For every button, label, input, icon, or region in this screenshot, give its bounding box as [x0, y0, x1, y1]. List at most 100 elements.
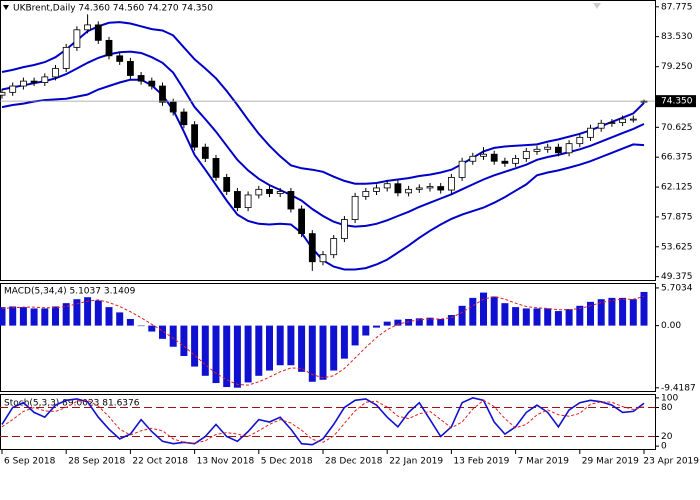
x-tick-label: 7 Mar 2019 [518, 457, 570, 467]
x-tick-label: 13 Feb 2019 [453, 457, 509, 467]
last-price-label: 74.350 [661, 97, 693, 107]
candle-body [555, 146, 562, 154]
candle-body [266, 188, 273, 194]
candle-body [629, 118, 637, 121]
candle-body [9, 85, 17, 93]
x-tick-label: 5 Dec 2018 [261, 457, 313, 467]
macd-bar [383, 321, 391, 326]
macd-bar [587, 301, 594, 326]
macd-bar [105, 307, 113, 326]
macd-bar [287, 325, 295, 366]
y-tick-label: 80 [661, 403, 673, 413]
candle-body [608, 122, 616, 124]
candle-body [276, 191, 284, 194]
candle-body [373, 187, 380, 192]
y-tick-label: 5.7034 [661, 283, 693, 293]
y-tick-label: 62.125 [661, 183, 693, 193]
x-tick-label: 28 Dec 2018 [325, 457, 383, 467]
macd-bar [619, 297, 627, 326]
candle-body [137, 75, 145, 82]
macd-bar [640, 291, 648, 326]
macd-bar [469, 297, 477, 326]
candle-body [52, 68, 59, 78]
macd-bar [512, 307, 520, 326]
candle-body [62, 46, 70, 69]
corner-icon [593, 3, 601, 9]
candle-body [84, 24, 91, 31]
price-title: UKBrent,Daily 74.360 74.560 74.270 74.35… [13, 4, 213, 14]
candle-body [415, 187, 423, 190]
candle-body [41, 76, 49, 83]
macd-bar [116, 312, 124, 326]
candle-body [169, 101, 177, 113]
macd-bar [597, 299, 605, 326]
x-tick-label: 28 Sep 2018 [68, 457, 125, 467]
candle-body [405, 188, 413, 194]
candle-body [597, 122, 605, 129]
macd-bar [629, 299, 637, 326]
macd-bar [94, 300, 102, 326]
bollinger-band [1, 21, 645, 185]
y-tick-label: 49.375 [661, 272, 693, 282]
macd-bar [266, 325, 273, 371]
candle-body [0, 91, 6, 96]
x-tick-label: 23 Apr 2019 [643, 457, 699, 467]
macd-signal [1, 295, 645, 386]
macd-bar [501, 303, 509, 326]
macd-bar [447, 315, 455, 326]
y-tick-label: 66.375 [661, 153, 693, 163]
macd-bar [126, 319, 134, 326]
x-tick-label: 22 Oct 2018 [132, 457, 188, 467]
candle-body [191, 124, 199, 148]
candle-body [362, 191, 370, 197]
macd-bar [544, 308, 552, 326]
macd-bar [41, 308, 49, 326]
macd-bar [137, 325, 145, 327]
symbol-icon [3, 5, 9, 10]
macd-panel [0, 283, 656, 392]
macd-bar [223, 325, 231, 388]
macd-bar [330, 325, 338, 371]
macd-bar [533, 308, 541, 326]
macd-bar [362, 325, 370, 336]
candle-body [30, 80, 38, 83]
candle-body [587, 127, 594, 138]
x-tick-label: 29 Mar 2019 [582, 457, 639, 467]
macd-bar [191, 325, 199, 367]
candle-body [298, 208, 306, 235]
last-price-box [656, 95, 696, 108]
macd-bar [298, 325, 306, 372]
y-tick-label: 87.775 [661, 2, 693, 12]
macd-bar [276, 325, 284, 366]
macd-bar [554, 311, 562, 326]
candle-body [223, 176, 231, 192]
macd-bar [84, 297, 92, 326]
candle-body [426, 186, 434, 189]
macd-bar [148, 325, 156, 332]
candle-body [394, 183, 402, 194]
y-tick-label: 53.625 [661, 242, 693, 252]
macd-bar [19, 307, 27, 326]
candle-body [212, 158, 220, 178]
candle-body [480, 153, 487, 157]
candle-body [619, 118, 626, 123]
x-tick-label: 6 Sep 2018 [4, 457, 56, 467]
candle-body [437, 186, 445, 191]
macd-bar [212, 325, 220, 384]
macd-bar [480, 292, 487, 326]
candle-body [233, 191, 241, 209]
candle-body [308, 233, 316, 263]
macd-bar [30, 308, 38, 326]
macd-bar [73, 299, 81, 326]
macd-bar [9, 306, 17, 326]
macd-bar [244, 325, 252, 383]
macd-bar [255, 325, 263, 376]
candle-body [319, 254, 327, 263]
macd-bar [437, 319, 445, 326]
y-tick-label: 100 [661, 393, 678, 403]
macd-bar [426, 317, 434, 326]
macd-bar [373, 325, 380, 328]
y-tick-label: 0.00 [661, 321, 681, 331]
candle-body [105, 39, 113, 57]
macd-bar [394, 319, 402, 326]
